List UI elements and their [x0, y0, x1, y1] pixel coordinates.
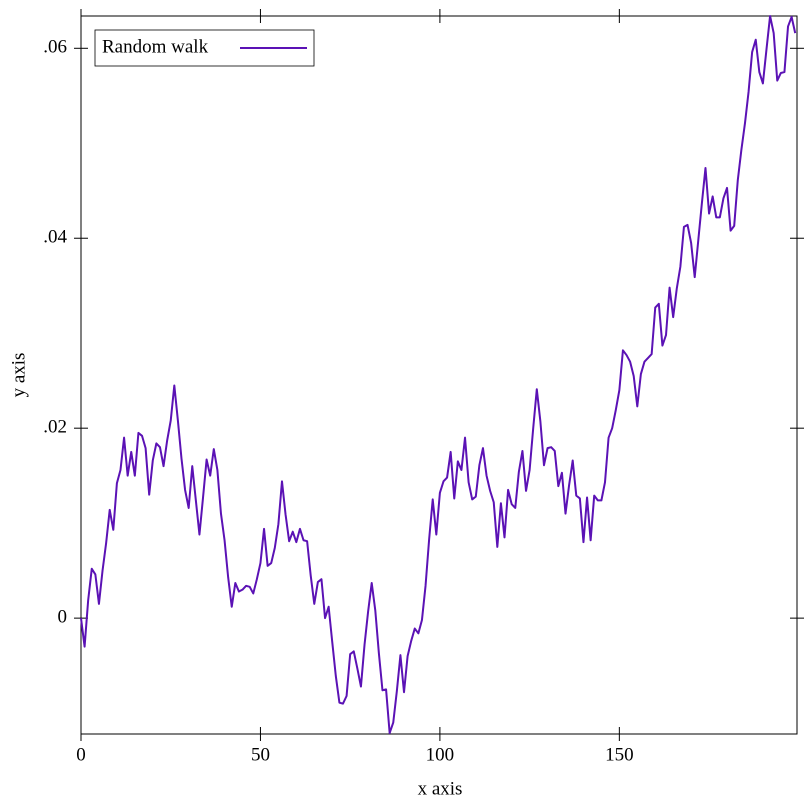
y-tick-label: .04	[43, 227, 67, 248]
plot-frame	[80, 15, 798, 735]
y-axis-label: y axis	[8, 353, 29, 398]
x-tick-label: 150	[605, 744, 634, 765]
x-tick-label: 0	[76, 744, 86, 765]
y-tick-label: 0	[58, 606, 68, 627]
x-axis-label: x axis	[418, 778, 463, 799]
y-tick-label: .02	[43, 417, 67, 438]
x-tick-label: 100	[426, 744, 455, 765]
legend-label: Random walk	[102, 36, 209, 57]
y-tick-label: .06	[43, 37, 67, 58]
x-tick-label: 50	[251, 744, 270, 765]
line-series	[80, 15, 797, 735]
